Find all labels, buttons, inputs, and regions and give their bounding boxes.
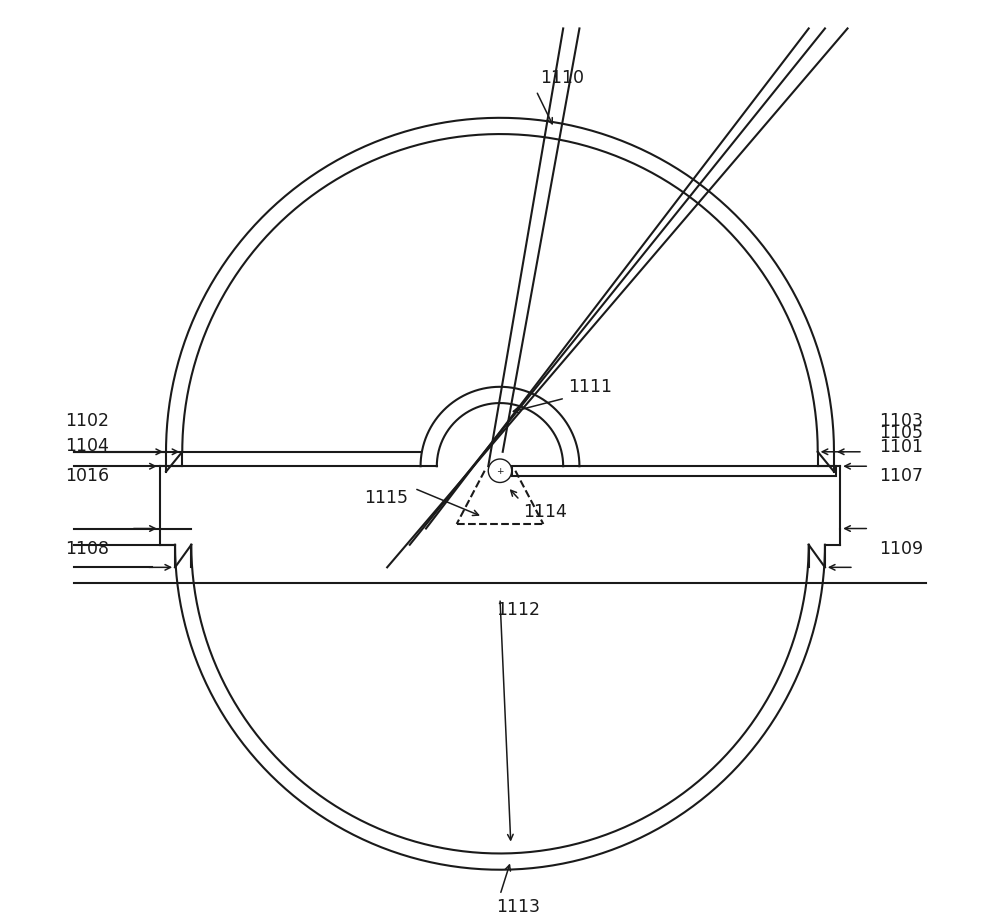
Text: 1016: 1016	[65, 467, 109, 484]
Text: 1104: 1104	[65, 437, 109, 454]
Text: 1111: 1111	[568, 378, 612, 396]
Bar	[512, 466, 836, 476]
Text: 1103: 1103	[879, 412, 923, 430]
Text: 1108: 1108	[65, 539, 109, 558]
Text: 1110: 1110	[541, 69, 585, 87]
Text: +: +	[496, 467, 504, 476]
Text: 1107: 1107	[879, 467, 923, 484]
Text: 1101: 1101	[879, 437, 923, 456]
Text: 1112: 1112	[496, 600, 540, 618]
Text: 1105: 1105	[879, 424, 923, 441]
Text: 1115: 1115	[365, 489, 409, 506]
Text: 1114: 1114	[523, 503, 567, 520]
Text: 1109: 1109	[879, 539, 923, 558]
Text: 1102: 1102	[65, 412, 109, 430]
Text: 1113: 1113	[496, 897, 540, 914]
